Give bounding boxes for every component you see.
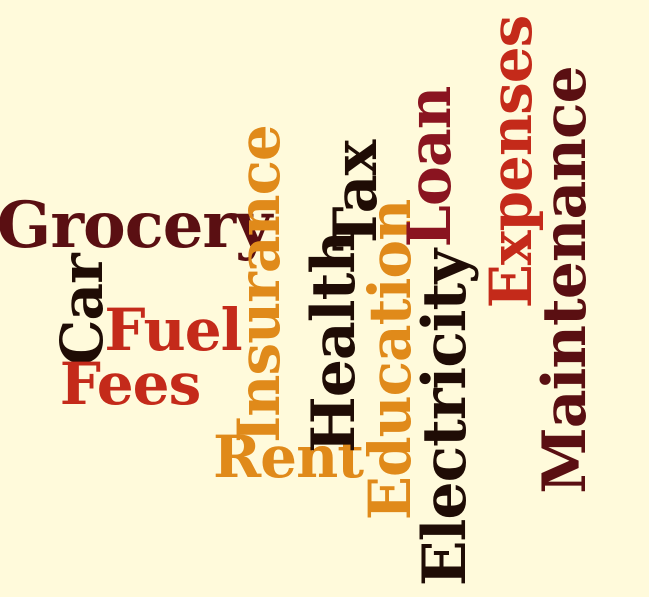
- word-rent: Rent: [212, 423, 364, 491]
- word-fuel: Fuel: [104, 296, 242, 364]
- word-health: Health: [299, 231, 369, 453]
- word-maintenance: Maintenance: [530, 66, 600, 494]
- word-grocery: Grocery: [0, 188, 272, 263]
- word-insurance: Insurance: [225, 125, 293, 443]
- word-car: Car: [48, 254, 116, 366]
- word-electricity: Electricity: [410, 249, 480, 587]
- word-fees: Fees: [59, 350, 201, 418]
- word-loan: Loan: [395, 86, 465, 248]
